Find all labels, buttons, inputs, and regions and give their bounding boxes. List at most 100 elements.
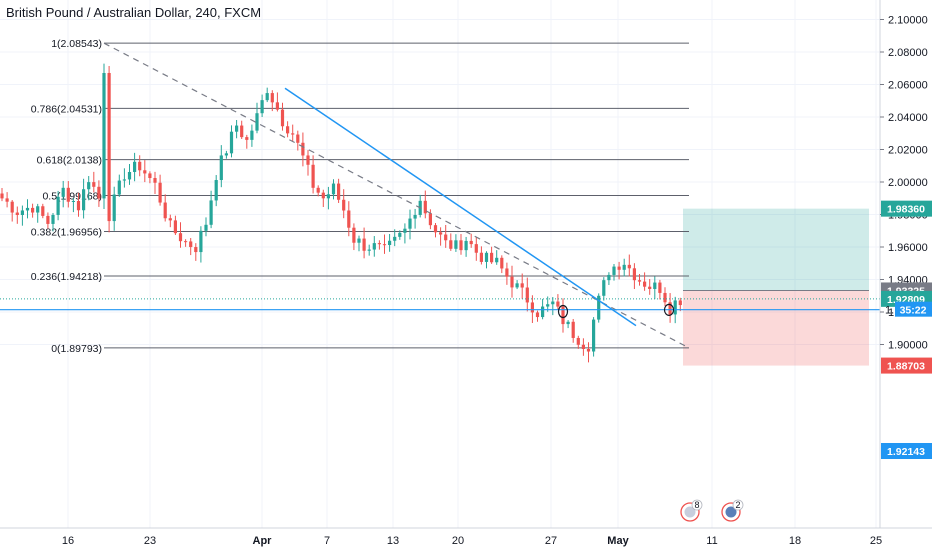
candle-body [388, 240, 392, 246]
candle [658, 279, 662, 300]
candle-body [449, 240, 453, 249]
candle-body [408, 218, 412, 229]
x-tick-label: 23 [144, 535, 156, 547]
x-tick-label: 7 [324, 535, 330, 547]
stop-zone[interactable] [683, 290, 869, 366]
fibonacci-retracement[interactable]: 1(2.08543) 0.786(2.04531) 0.618(2.0138) 0.5… [31, 38, 689, 355]
candle [168, 214, 172, 228]
price-tag-label: 1.88703 [887, 361, 925, 373]
trend-drawings[interactable] [0, 42, 880, 349]
chart-title: British Pound / Australian Dollar, 240, … [6, 5, 261, 20]
candle-body [260, 100, 264, 114]
candle-body [637, 280, 642, 282]
candle [194, 243, 198, 261]
candle-body [122, 179, 126, 181]
candle [597, 293, 601, 323]
candle [189, 238, 193, 256]
candle [627, 254, 631, 277]
candle-body [245, 137, 249, 140]
event-badge[interactable]: 2 [721, 499, 744, 522]
flag-icon [725, 506, 737, 518]
fib-level-label: 0.786(2.04531) [31, 103, 102, 115]
candle [632, 263, 636, 290]
candle-body [500, 257, 504, 269]
candle [25, 199, 30, 219]
candle [107, 66, 111, 233]
candle-body [46, 215, 50, 224]
candle [321, 189, 325, 207]
candle [311, 155, 315, 194]
candle-body [25, 207, 30, 211]
candle-body [224, 153, 228, 156]
candle-body [153, 178, 157, 183]
candle-body [484, 252, 489, 262]
candle [306, 150, 310, 176]
candle [326, 186, 330, 210]
candle [41, 203, 45, 219]
position-zones[interactable] [683, 208, 869, 366]
candle [117, 174, 121, 197]
marker-circle[interactable] [663, 303, 675, 316]
candle-body [31, 207, 35, 213]
target-zone[interactable] [683, 208, 869, 291]
candle-body [306, 155, 310, 165]
candle-body [87, 182, 91, 190]
candle [525, 277, 529, 312]
marker-circle[interactable] [557, 304, 569, 319]
candle [76, 192, 81, 217]
y-tick-label: 1.90000 [888, 340, 928, 352]
candle [479, 246, 483, 265]
fib-level-label: 0.382(1.96956) [31, 226, 102, 238]
candle [0, 187, 4, 202]
candle [459, 233, 463, 255]
candle-body [127, 171, 132, 180]
candle-body [97, 186, 101, 199]
candle-body [382, 244, 387, 246]
trend-line[interactable] [284, 87, 637, 327]
candle [260, 94, 264, 118]
candle [566, 320, 570, 329]
candle [265, 87, 269, 103]
candle [138, 155, 142, 177]
time-axis[interactable]: 16 23 Apr 7 13 20 27 May 11 18 25 [62, 535, 882, 547]
candle [316, 185, 320, 197]
candle-body [520, 283, 524, 288]
candle-body [505, 268, 509, 277]
candle [561, 298, 565, 333]
event-count: 8 [694, 500, 699, 510]
candle [454, 234, 458, 252]
candle-body [184, 241, 188, 243]
candle-body [653, 282, 657, 289]
x-tick-label: 13 [387, 535, 399, 547]
grid-lines [0, 0, 880, 528]
candle-body [92, 182, 96, 187]
candle [148, 171, 152, 184]
price-tag-label: 1.92143 [887, 446, 925, 458]
candle-body [530, 302, 534, 313]
candle [127, 163, 132, 185]
event-badge[interactable]: 8 [680, 499, 703, 522]
candle-body [255, 113, 259, 131]
candle [403, 223, 407, 244]
x-tick-label: Apr [253, 535, 273, 547]
countdown-bg [895, 301, 932, 317]
candle [551, 296, 555, 316]
candle [97, 180, 101, 207]
candle-body [423, 200, 427, 214]
candle [362, 227, 366, 259]
candle-body [296, 134, 300, 143]
candle [153, 171, 157, 195]
price-tag-bg [881, 200, 932, 217]
fib-level-label: 1(2.08543) [51, 38, 102, 50]
x-tick-label: 27 [545, 535, 557, 547]
candle [372, 236, 376, 257]
candle [357, 235, 361, 252]
candle [229, 125, 234, 158]
candle [653, 276, 657, 300]
candle-body [393, 236, 397, 241]
price-tag-label: 1.98360 [887, 204, 925, 216]
candle-body [117, 180, 121, 195]
candle-body [592, 319, 596, 352]
